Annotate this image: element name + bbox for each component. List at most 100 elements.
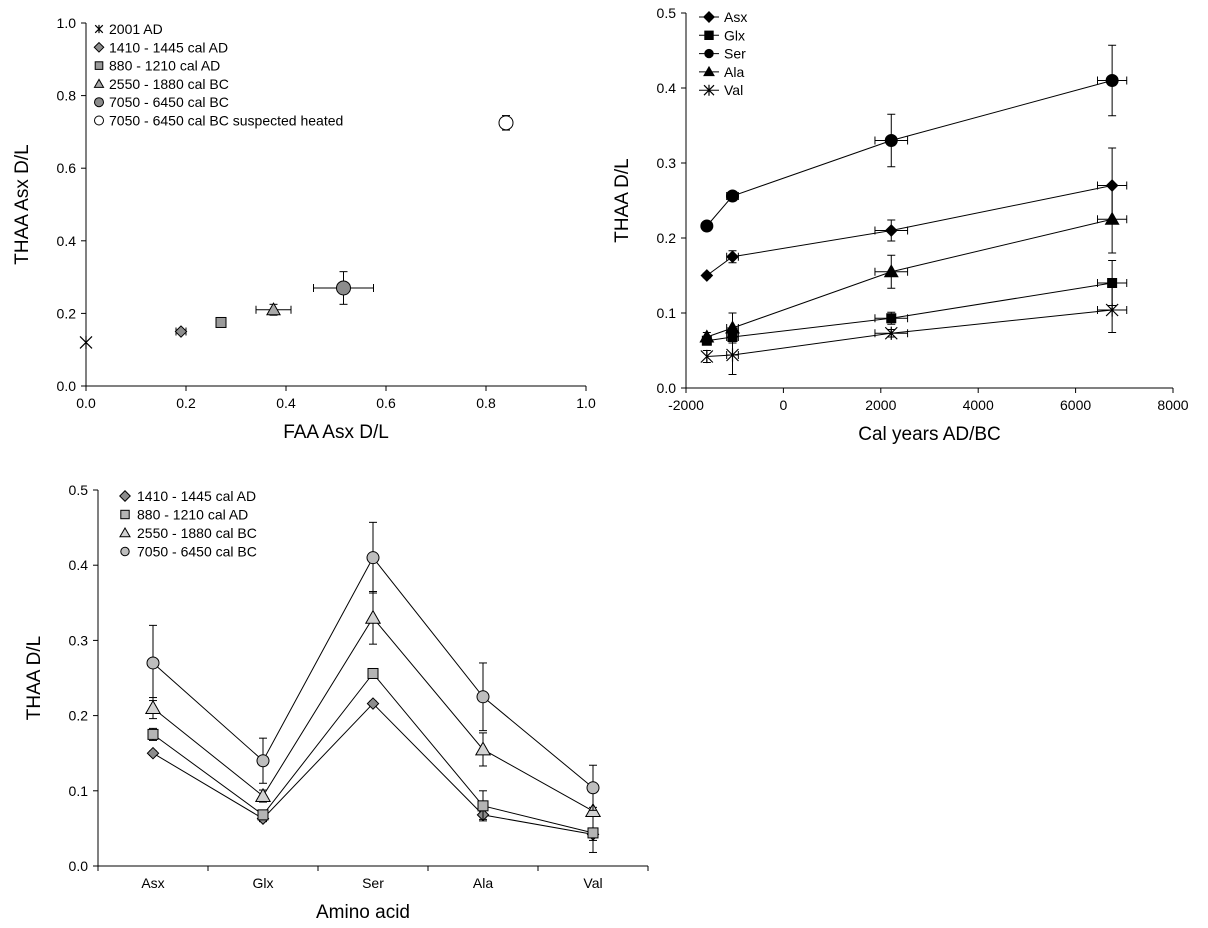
legend-marker-880-1210-cal-ad [94, 61, 104, 70]
legend-label-val: Val [724, 82, 743, 98]
point-7050-6450-cal-bc-suspected-heated [498, 115, 514, 131]
point-2550-1880-cal-bc [474, 741, 492, 756]
point-glx [886, 313, 897, 324]
y-tick-label: 0.0 [69, 858, 89, 874]
point-7050-6450-cal-bc [366, 551, 380, 565]
x-tick-label: 0.0 [76, 395, 96, 411]
series-line-ser [706, 80, 1113, 227]
point-1410-1445-cal-ad [174, 325, 188, 338]
legend-marker-7050-6450-cal-bc-suspected-heated [94, 115, 104, 126]
legend-label-880-1210-cal-ad: 880 - 1210 cal AD [137, 507, 248, 523]
y-tick-label: 0.6 [57, 160, 77, 176]
legend-marker-880-1210-cal-ad [120, 509, 130, 520]
point-asx [884, 224, 898, 237]
legend-label-ala: Ala [724, 64, 744, 80]
x-tick-label: 1.0 [576, 395, 596, 411]
y-tick-label: 0.5 [657, 5, 677, 21]
x-category-label-val: Val [583, 875, 602, 891]
legend-marker-1410-1445-cal-ad [93, 41, 105, 53]
y-tick-label: 0.0 [57, 378, 77, 394]
x-tick-label: 4000 [963, 397, 994, 413]
legend-label-ser: Ser [724, 46, 746, 62]
legend-marker-1410-1445-cal-ad [119, 490, 131, 502]
y-tick-label: 0.4 [69, 557, 89, 573]
point-880-1210-cal-ad [587, 827, 599, 839]
legend-label-2001-ad: 2001 AD [109, 21, 163, 37]
point-ser [884, 134, 898, 147]
point-7050-6450-cal-bc [146, 656, 160, 670]
x-category-label-ser: Ser [362, 875, 384, 891]
legend-label-glx: Glx [724, 27, 745, 43]
y-tick-label: 0.2 [57, 305, 77, 321]
legend-marker-7050-6450-cal-bc [120, 546, 130, 557]
point-ala [699, 329, 715, 343]
legend-marker-ala [703, 65, 715, 77]
legend-marker-7050-6450-cal-bc [94, 97, 104, 108]
x-axis-title: FAA Asx D/L [283, 422, 389, 443]
point-val [884, 326, 898, 340]
x-axis-title: Cal years AD/BC [858, 424, 1001, 445]
legend-label-7050-6450-cal-bc: 7050 - 6450 cal BC [137, 544, 257, 560]
y-tick-label: 0.1 [69, 783, 89, 799]
x-category-label-ala: Ala [473, 875, 493, 891]
y-tick-label: 0.4 [657, 80, 677, 96]
y-tick-label: 0.1 [657, 305, 677, 321]
point-7050-6450-cal-bc [256, 754, 270, 768]
y-tick-label: 0.8 [57, 88, 77, 104]
legend-label-1410-1445-cal-ad: 1410 - 1445 cal AD [109, 39, 228, 55]
legend-marker-2550-1880-cal-bc [119, 526, 131, 538]
y-tick-label: 0.2 [657, 230, 677, 246]
point-2550-1880-cal-bc [266, 302, 281, 316]
point-ala [883, 264, 899, 278]
x-tick-label: 6000 [1060, 397, 1091, 413]
point-2550-1880-cal-bc [144, 699, 162, 714]
point-2550-1880-cal-bc [364, 609, 382, 624]
y-axis-title: THAA Asx D/L [12, 144, 33, 264]
point-asx [700, 269, 714, 282]
point-2550-1880-cal-bc [254, 787, 272, 802]
point-7050-6450-cal-bc [336, 280, 351, 296]
point-val [726, 348, 739, 362]
series-line-1410-1445-cal-ad [152, 702, 594, 835]
y-tick-label: 1.0 [57, 15, 77, 31]
x-tick-label: 8000 [1157, 397, 1188, 413]
legend-label-2550-1880-cal-bc: 2550 - 1880 cal BC [137, 525, 257, 541]
x-tick-label: 0.6 [376, 395, 396, 411]
series-line-asx [706, 185, 1113, 276]
y-tick-label: 0.3 [657, 155, 677, 171]
x-tick-label: 0.4 [276, 395, 296, 411]
legend-marker-glx [704, 30, 714, 40]
y-tick-label: 0.5 [69, 482, 89, 498]
point-glx [1107, 278, 1118, 288]
legend-label-2550-1880-cal-bc: 2550 - 1880 cal BC [109, 76, 229, 92]
panel-b-thaa-vs-age-line: 0.0 0.1 0.2 0.3 0.4 0.5 -2000 0 2000 4000 6000 8000… [612, 5, 1189, 445]
y-tick-label: 0.4 [57, 233, 77, 249]
point-ala [725, 320, 740, 334]
point-2001-ad [79, 335, 93, 350]
point-7050-6450-cal-bc [476, 690, 490, 704]
legend-label-7050-6450-cal-bc: 7050 - 6450 cal BC [109, 94, 229, 110]
legend-marker-val [703, 84, 715, 96]
point-1410-1445-cal-ad [146, 746, 160, 760]
legend-marker-2001-ad [94, 24, 104, 34]
point-1410-1445-cal-ad [366, 697, 380, 710]
legend-label-880-1210-cal-ad: 880 - 1210 cal AD [109, 58, 220, 74]
x-category-label-asx: Asx [141, 875, 164, 891]
y-axis-title: THAA D/L [24, 636, 45, 720]
point-880-1210-cal-ad [367, 667, 379, 679]
point-ser [700, 219, 714, 233]
panel-c-thaa-by-amino-acid: 0.0 0.1 0.2 0.3 0.4 0.5 Amino acid THAA D/L Asx G… [24, 482, 649, 923]
point-ser [726, 189, 740, 203]
point-ala [1104, 211, 1120, 225]
x-category-label-glx: Glx [253, 875, 274, 891]
point-7050-6450-cal-bc [586, 781, 600, 795]
x-tick-label: 0.2 [176, 395, 196, 411]
x-tick-label: 0.8 [476, 395, 496, 411]
panel-a-faa-vs-thaa-scatter: 0.0 0.2 0.4 0.6 0.8 1.0 0.0 0.2 0.4 0.6 0.8 1.0 FAA … [12, 15, 596, 443]
x-tick-label: 0 [780, 397, 788, 413]
x-tick-label: 2000 [865, 397, 896, 413]
y-axis-title: THAA D/L [612, 158, 633, 242]
legend-label-1410-1445-cal-ad: 1410 - 1445 cal AD [137, 488, 256, 504]
x-tick-label: -2000 [668, 397, 704, 413]
point-880-1210-cal-ad [215, 316, 227, 328]
